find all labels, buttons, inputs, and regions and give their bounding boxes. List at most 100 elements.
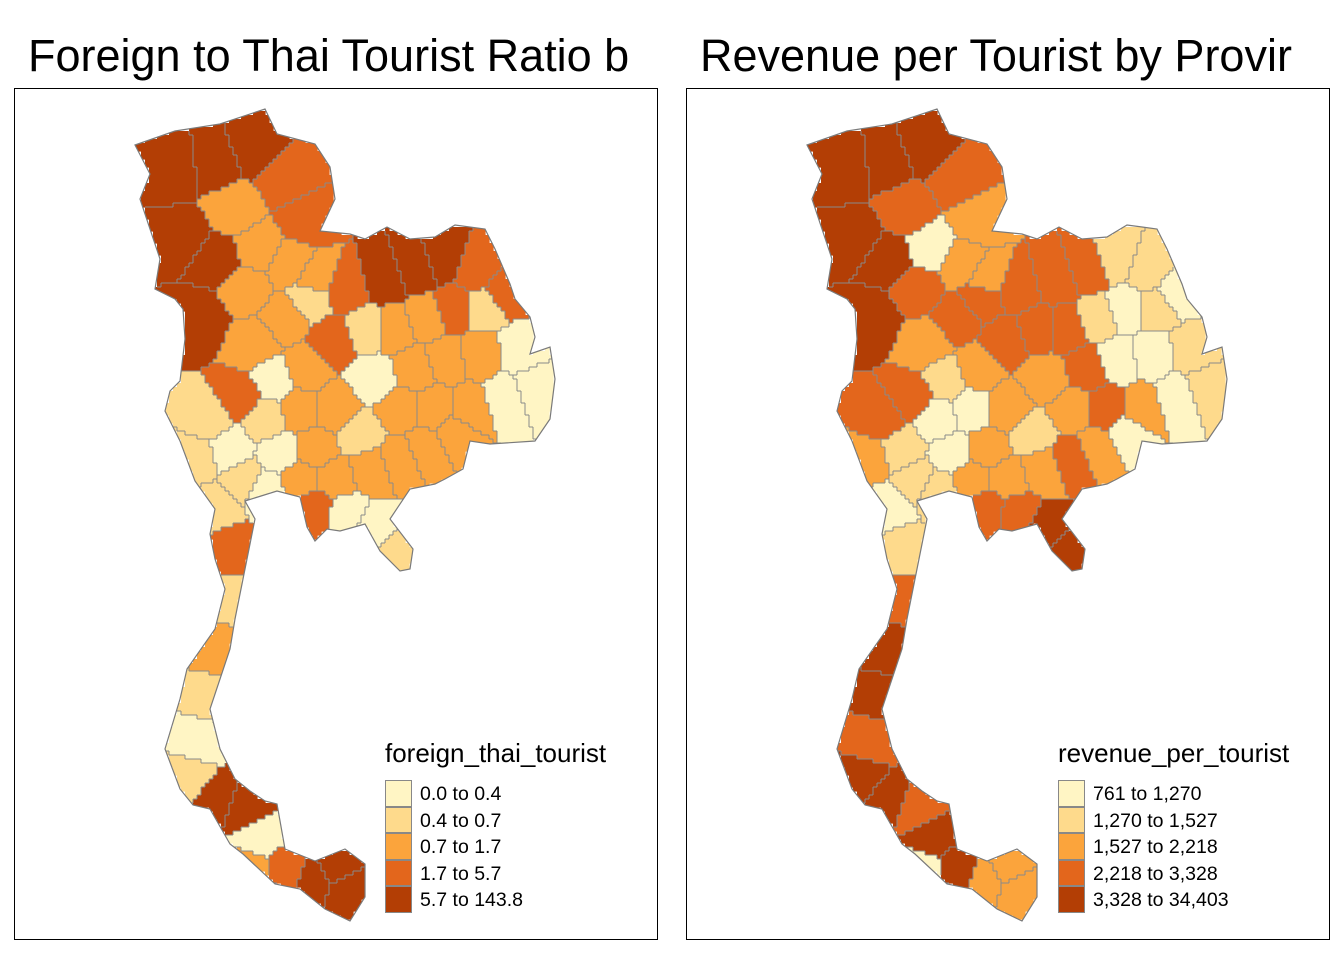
province-cell	[261, 259, 266, 264]
province-cell	[313, 371, 318, 376]
province-cell	[365, 251, 370, 256]
province-cell	[301, 303, 306, 308]
province-cell	[289, 299, 294, 304]
province-cell	[497, 267, 502, 272]
province-cell	[333, 319, 338, 324]
province-cell	[417, 307, 422, 312]
province-cell	[521, 395, 526, 400]
province-cell	[505, 351, 510, 356]
province-cell	[417, 335, 422, 340]
province-cell	[433, 395, 438, 400]
province-cell	[469, 331, 474, 336]
province-cell	[237, 131, 242, 136]
province-cell	[261, 351, 266, 356]
province-cell	[349, 359, 354, 364]
province-cell	[213, 175, 218, 180]
province-cell	[441, 343, 446, 348]
province-cell	[393, 355, 398, 360]
province-cell	[261, 215, 266, 220]
province-cell	[213, 275, 218, 280]
province-cell	[173, 227, 178, 232]
province-cell	[509, 391, 514, 396]
province-cell	[309, 327, 314, 332]
left-map-panel: Foreign to Thai Tourist Ratio b foreign_…	[14, 30, 658, 940]
province-cell	[321, 259, 326, 264]
province-cell	[473, 239, 478, 244]
province-cell	[249, 259, 254, 264]
province-cell	[277, 163, 282, 168]
province-cell	[341, 295, 346, 300]
province-cell	[369, 263, 374, 268]
province-cell	[305, 311, 310, 316]
province-cell	[281, 155, 286, 160]
province-cell	[297, 387, 302, 392]
province-cell	[305, 155, 310, 160]
province-cell	[497, 375, 502, 380]
province-cell	[417, 247, 422, 252]
province-cell	[425, 367, 430, 372]
province-cell	[269, 331, 274, 336]
province-cell	[205, 339, 210, 344]
province-cell	[385, 351, 390, 356]
province-cell	[273, 387, 278, 392]
province-cell	[345, 315, 350, 320]
province-cell	[397, 247, 402, 252]
province-cell	[501, 363, 506, 368]
province-cell	[433, 259, 438, 264]
province-cell	[389, 387, 394, 392]
province-cell	[469, 367, 474, 372]
province-cell	[285, 215, 290, 220]
province-cell	[409, 387, 414, 392]
province-cell	[497, 347, 502, 352]
province-cell	[277, 279, 282, 284]
province-cell	[189, 231, 194, 236]
province-cell	[325, 331, 330, 336]
province-cell	[453, 315, 458, 320]
province-cell	[277, 135, 282, 140]
province-cell	[253, 159, 258, 164]
province-cell	[293, 359, 298, 364]
province-cell	[357, 379, 362, 384]
province-cell	[241, 199, 246, 204]
province-cell	[513, 303, 518, 308]
province-cell	[261, 295, 266, 300]
province-cell	[185, 351, 190, 356]
province-cell	[373, 395, 378, 400]
province-cell	[453, 359, 458, 364]
province-cell	[257, 399, 262, 404]
province-cell	[377, 343, 382, 348]
province-cell	[485, 235, 490, 240]
province-cell	[185, 359, 190, 364]
province-cell	[485, 271, 490, 276]
province-cell	[313, 147, 318, 152]
province-cell	[169, 239, 174, 244]
province-cell	[353, 243, 358, 248]
province-cell	[313, 167, 318, 172]
province-cell	[473, 327, 478, 332]
province-cell	[381, 367, 386, 372]
province-cell	[249, 231, 254, 236]
province-cell	[393, 375, 398, 380]
province-cell	[385, 375, 390, 380]
province-cell	[197, 195, 202, 200]
province-cell	[281, 315, 286, 320]
province-cell	[237, 351, 242, 356]
province-cell	[393, 379, 398, 384]
province-cell	[341, 379, 346, 384]
province-cell	[545, 395, 550, 400]
province-cell	[237, 299, 242, 304]
province-cell	[161, 167, 166, 172]
province-cell	[317, 171, 322, 176]
province-cell	[377, 371, 382, 376]
province-cell	[293, 171, 298, 176]
province-cell	[377, 283, 382, 288]
province-cell	[313, 367, 318, 372]
province-cell	[349, 315, 354, 320]
province-cell	[493, 331, 498, 336]
province-cell	[221, 335, 226, 340]
province-cell	[289, 343, 294, 348]
province-cell	[489, 275, 494, 280]
province-cell	[457, 251, 462, 256]
province-cell	[517, 363, 522, 368]
province-cell	[289, 271, 294, 276]
